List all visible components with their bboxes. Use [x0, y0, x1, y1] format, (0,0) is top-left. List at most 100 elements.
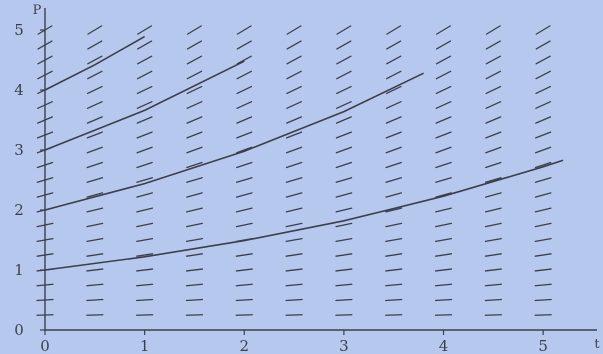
slope-segment [186, 55, 203, 65]
slope-segment [435, 192, 452, 198]
slope-segment [336, 40, 352, 50]
y-axis-label: P [33, 3, 42, 18]
slope-segment [534, 177, 552, 183]
slope-segment [385, 161, 402, 169]
slope-segment [236, 161, 253, 169]
slope-segment [235, 192, 253, 198]
slope-segment [136, 131, 153, 139]
x-tick-label: 0 [40, 337, 50, 354]
slope-segment [534, 253, 552, 257]
slope-segment [185, 222, 203, 228]
slope-segment [286, 85, 302, 95]
slope-segment [236, 85, 253, 95]
slope-segment [385, 70, 402, 80]
slope-segment [236, 146, 253, 154]
slope-segment [186, 146, 203, 154]
solution-curve [44, 60, 245, 151]
slope-segment [86, 116, 103, 124]
slope-segment [336, 70, 352, 80]
slope-segment [136, 253, 154, 257]
slope-segment [535, 70, 551, 80]
slope-segment [236, 25, 252, 35]
slope-segment [186, 131, 203, 139]
slope-segment [185, 283, 204, 287]
slope-segment [484, 268, 502, 272]
slope-segment [434, 283, 453, 287]
slope-segment [484, 253, 502, 257]
slope-segment [335, 237, 353, 243]
slope-segment [236, 55, 252, 65]
slope-segment [136, 222, 154, 228]
slope-segment [385, 116, 402, 124]
slope-segment [336, 85, 352, 95]
slope-segment [534, 268, 552, 272]
slope-segment [136, 70, 153, 80]
slope-segment [86, 146, 103, 154]
slope-segment [285, 283, 303, 287]
slope-segment [485, 101, 502, 109]
slope-segment [484, 283, 502, 287]
slope-segment [236, 101, 253, 109]
y-tick-label: 1 [14, 261, 24, 279]
slope-segment [385, 298, 403, 302]
slope-segment [385, 222, 403, 228]
slope-segment [335, 253, 353, 257]
slope-segment [185, 268, 204, 272]
slope-segment [484, 222, 502, 228]
slope-segment [86, 161, 104, 169]
slope-segment [484, 298, 502, 302]
slope-segment [485, 40, 501, 50]
slope-segment [434, 298, 453, 302]
slope-segment [235, 177, 253, 183]
slope-segment [485, 131, 502, 139]
slope-segment [335, 116, 352, 124]
slope-segment [286, 25, 302, 35]
slope-segment [484, 237, 502, 243]
slope-segment [435, 222, 452, 228]
slope-segment [484, 207, 502, 213]
slope-segment [86, 101, 103, 109]
solution-curves [44, 35, 564, 271]
slope-segment [485, 177, 502, 183]
slope-segment [87, 55, 103, 65]
x-axis-label: t [594, 337, 600, 352]
x-tick-label: 1 [140, 337, 150, 354]
slope-segment [186, 177, 203, 183]
slope-segment [235, 222, 253, 228]
slope-segment [534, 222, 552, 228]
slope-segment [286, 70, 302, 80]
slope-segment [186, 192, 203, 198]
x-tick-label: 3 [339, 337, 349, 354]
slope-segment [285, 237, 303, 243]
slope-segment [534, 146, 552, 154]
slope-segment [335, 207, 353, 213]
slope-segment [534, 161, 552, 169]
slope-segment [385, 192, 403, 198]
slope-segment [87, 40, 103, 50]
slope-segment [87, 25, 103, 35]
slope-segment [434, 268, 453, 272]
slope-segment [86, 283, 104, 287]
slope-segment [435, 177, 452, 183]
slope-segment [385, 207, 403, 213]
slope-segment [435, 131, 452, 139]
slope-segment [285, 177, 303, 183]
axes [44, 8, 597, 331]
slope-segment [335, 283, 353, 287]
slope-segment [136, 116, 153, 124]
solution-curve [44, 35, 145, 91]
slope-segment [335, 298, 353, 302]
slope-segment [434, 237, 453, 243]
slope-segment [485, 116, 502, 124]
slope-segment [185, 253, 204, 257]
slope-segment [434, 253, 453, 257]
slope-segment [535, 101, 552, 109]
slope-segment [385, 131, 402, 139]
slope-segment [236, 116, 253, 124]
solution-curve [44, 159, 564, 271]
slope-segment [335, 192, 353, 198]
slope-segment [86, 298, 104, 302]
slope-segment [285, 146, 303, 154]
slope-segment [435, 146, 452, 154]
slope-segment [535, 25, 551, 35]
